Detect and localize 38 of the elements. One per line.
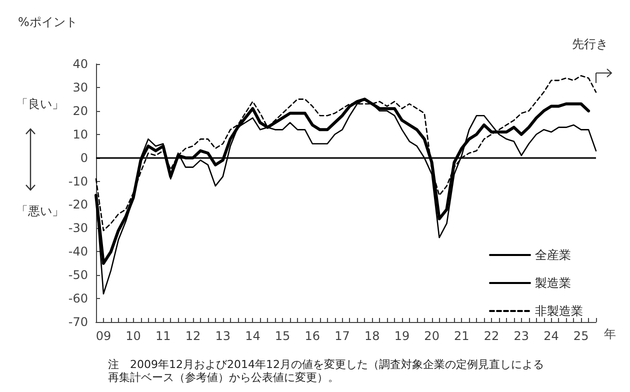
x-tick-label: 18 (364, 329, 380, 343)
x-tick-label: 24 (544, 329, 559, 343)
x-tick-label: 21 (454, 329, 470, 343)
x-tick-label: 09 (96, 329, 112, 343)
x-tick-label: 20 (424, 329, 440, 343)
x-tick-label: 22 (484, 329, 500, 343)
y-tick-label: 10 (72, 127, 88, 142)
text: 「良い」 (16, 97, 64, 111)
x-tick-label: 13 (215, 329, 231, 343)
y-tick-label: 20 (72, 104, 88, 118)
y-tick-label: -60 (68, 292, 88, 306)
y-tick-label: 30 (72, 80, 88, 94)
x-tick-label: 16 (304, 329, 320, 343)
text: 先行き (572, 37, 608, 51)
x-tick-label: 19 (394, 329, 410, 343)
y-tick-label: 40 (72, 57, 88, 71)
x-tick-label: 25 (573, 329, 589, 343)
x-tick-label: 12 (185, 329, 201, 343)
x-tick-label: 17 (334, 329, 350, 343)
y-tick-label: -10 (68, 174, 88, 188)
x-tick-label: 14 (245, 329, 260, 343)
y-tick-label: -50 (68, 268, 88, 282)
x-tick-label: 10 (126, 329, 141, 343)
x-tick-label: 23 (514, 329, 530, 343)
legend-label: 製造業 (535, 276, 571, 290)
y-tick-label: -20 (68, 198, 88, 212)
y-axis-title: %ポイント (18, 15, 78, 29)
legend-label: 全産業 (535, 248, 571, 262)
y-tick-label: 0 (80, 150, 88, 165)
x-tick-label: 15 (274, 329, 290, 343)
x-tick-label: 11 (156, 329, 171, 343)
text: 「悪い」 (16, 204, 64, 218)
y-tick-label: -40 (68, 244, 88, 259)
y-tick-label: -30 (68, 221, 88, 236)
x-axis-title: 年 (604, 327, 616, 341)
legend-label: 非製造業 (535, 304, 583, 318)
y-tick-label: -70 (68, 315, 88, 329)
text: 注 2009年12月および2014年12月の値を変更した（調査対象企業の定例見直しによる再集計ベース（参考値）から公表値に変更）。 (108, 358, 544, 384)
